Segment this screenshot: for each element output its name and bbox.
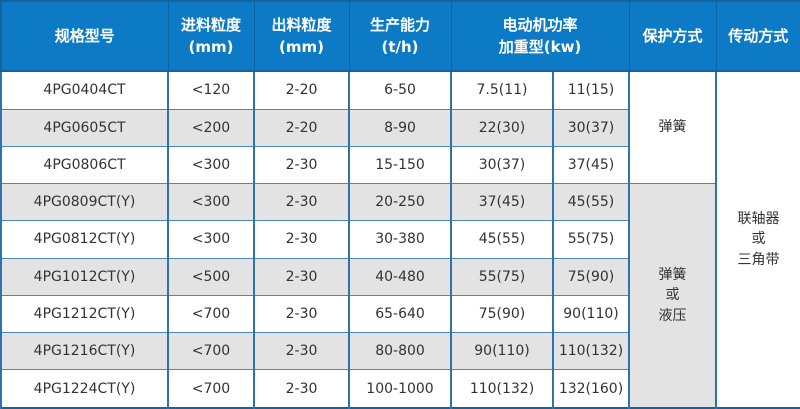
header-capacity: 生产能力 (t/h) [348, 0, 452, 72]
table-row: 4PG0812CT(Y) <300 2-30 30-380 45(55) 55(75) [0, 220, 800, 259]
cell-feed-size: <200 [167, 108, 255, 147]
cell-capacity: 30-380 [348, 220, 452, 259]
cell-model: 4PG0605CT [0, 108, 169, 147]
cell-model: 4PG0806CT [0, 145, 169, 185]
table-row: 4PG1224CT(Y) <700 2-30 100-1000 110(132) 132(… [0, 369, 800, 409]
cell-motor-power-heavy: 30(37) [551, 108, 631, 147]
cell-motor-power: 37(45) [450, 183, 554, 222]
cell-discharge-size: 2-20 [253, 70, 350, 110]
cell-motor-power-heavy: 110(132) [551, 332, 631, 371]
cell-capacity: 65-640 [348, 294, 452, 334]
cell-discharge-size: 2-30 [253, 183, 350, 222]
cell-model: 4PG1224CT(Y) [0, 369, 169, 409]
cell-capacity: 6-50 [348, 70, 452, 110]
cell-motor-power: 75(90) [450, 294, 554, 334]
cell-model: 4PG0812CT(Y) [0, 220, 169, 259]
table-row: 4PG1212CT(Y) <700 2-30 65-640 75(90) 90(110) [0, 294, 800, 334]
cell-model: 4PG1212CT(Y) [0, 294, 169, 334]
cell-model: 4PG1216CT(Y) [0, 332, 169, 371]
cell-motor-power-heavy: 132(160) [551, 369, 631, 409]
cell-motor-power-heavy: 55(75) [551, 220, 631, 259]
cell-discharge-size: 2-30 [253, 145, 350, 185]
table-row: 4PG0809CT(Y) <300 2-30 20-250 37(45) 45(55) 弹簧… [0, 183, 800, 409]
cell-motor-power: 45(55) [450, 220, 554, 259]
cell-motor-power: 90(110) [450, 332, 554, 371]
header-protection: 保护方式 [628, 0, 717, 72]
cell-discharge-size: 2-30 [253, 369, 350, 409]
cell-protection-hydraulic: 弹簧 或 液压 [628, 183, 718, 409]
cell-feed-size: <300 [167, 183, 255, 222]
cell-discharge-size: 2-30 [253, 257, 350, 296]
cell-model: 4PG0404CT [0, 70, 169, 110]
cell-capacity: 20-250 [348, 183, 452, 222]
cell-motor-power-heavy: 90(110) [551, 294, 631, 334]
cell-feed-size: <300 [167, 145, 255, 185]
cell-capacity: 8-90 [348, 108, 452, 147]
cell-feed-size: <120 [167, 70, 255, 110]
cell-motor-power: 110(132) [450, 369, 554, 409]
cell-transmission: 联轴器 或 三角带 [715, 70, 800, 409]
cell-motor-power-heavy: 37(45) [551, 145, 631, 185]
table-row: 4PG1012CT(Y) <500 2-30 40-480 55(75) 75(90) [0, 257, 800, 296]
cell-feed-size: <300 [167, 220, 255, 259]
cell-motor-power-heavy: 11(15) [551, 70, 631, 110]
cell-capacity: 40-480 [348, 257, 452, 296]
header-row: 规格型号 进料粒度 (mm) 出料粒度 (mm) 生产能力 (t/h) 电动机功… [0, 0, 800, 72]
cell-feed-size: <500 [167, 257, 255, 296]
table-body: 4PG0404CT <120 2-20 6-50 7.5(11) 11(15) 弹簧 联轴器 … [0, 70, 800, 409]
cell-feed-size: <700 [167, 332, 255, 371]
header-discharge-size: 出料粒度 (mm) [253, 0, 350, 72]
cell-capacity: 15-150 [348, 145, 452, 185]
cell-discharge-size: 2-30 [253, 332, 350, 371]
cell-discharge-size: 2-20 [253, 108, 350, 147]
cell-motor-power: 30(37) [450, 145, 554, 185]
table-row: 4PG0404CT <120 2-20 6-50 7.5(11) 11(15) 弹簧 联轴器 … [0, 70, 800, 409]
cell-feed-size: <700 [167, 294, 255, 334]
header-model: 规格型号 [0, 0, 169, 72]
header-motor-power: 电动机功率 加重型(kw) [450, 0, 630, 72]
table-row: 4PG1216CT(Y) <700 2-30 80-800 90(110) 110(132… [0, 332, 800, 371]
table-header: 规格型号 进料粒度 (mm) 出料粒度 (mm) 生产能力 (t/h) 电动机功… [0, 0, 800, 72]
cell-motor-power: 22(30) [450, 108, 554, 147]
cell-protection-spring: 弹簧 [628, 70, 718, 185]
cell-discharge-size: 2-30 [253, 294, 350, 334]
cell-feed-size: <700 [167, 369, 255, 409]
header-transmission: 传动方式 [715, 0, 800, 72]
header-feed-size: 进料粒度 (mm) [167, 0, 255, 72]
cell-model: 4PG0809CT(Y) [0, 183, 169, 222]
cell-motor-power: 7.5(11) [450, 70, 554, 110]
cell-motor-power-heavy: 75(90) [551, 257, 631, 296]
cell-capacity: 80-800 [348, 332, 452, 371]
cell-discharge-size: 2-30 [253, 220, 350, 259]
table-row: 4PG0806CT <300 2-30 15-150 30(37) 37(45) [0, 145, 800, 185]
cell-motor-power: 55(75) [450, 257, 554, 296]
cell-motor-power-heavy: 45(55) [551, 183, 631, 222]
cell-model: 4PG1012CT(Y) [0, 257, 169, 296]
table-row: 4PG0605CT <200 2-20 8-90 22(30) 30(37) [0, 108, 800, 147]
cell-capacity: 100-1000 [348, 369, 452, 409]
